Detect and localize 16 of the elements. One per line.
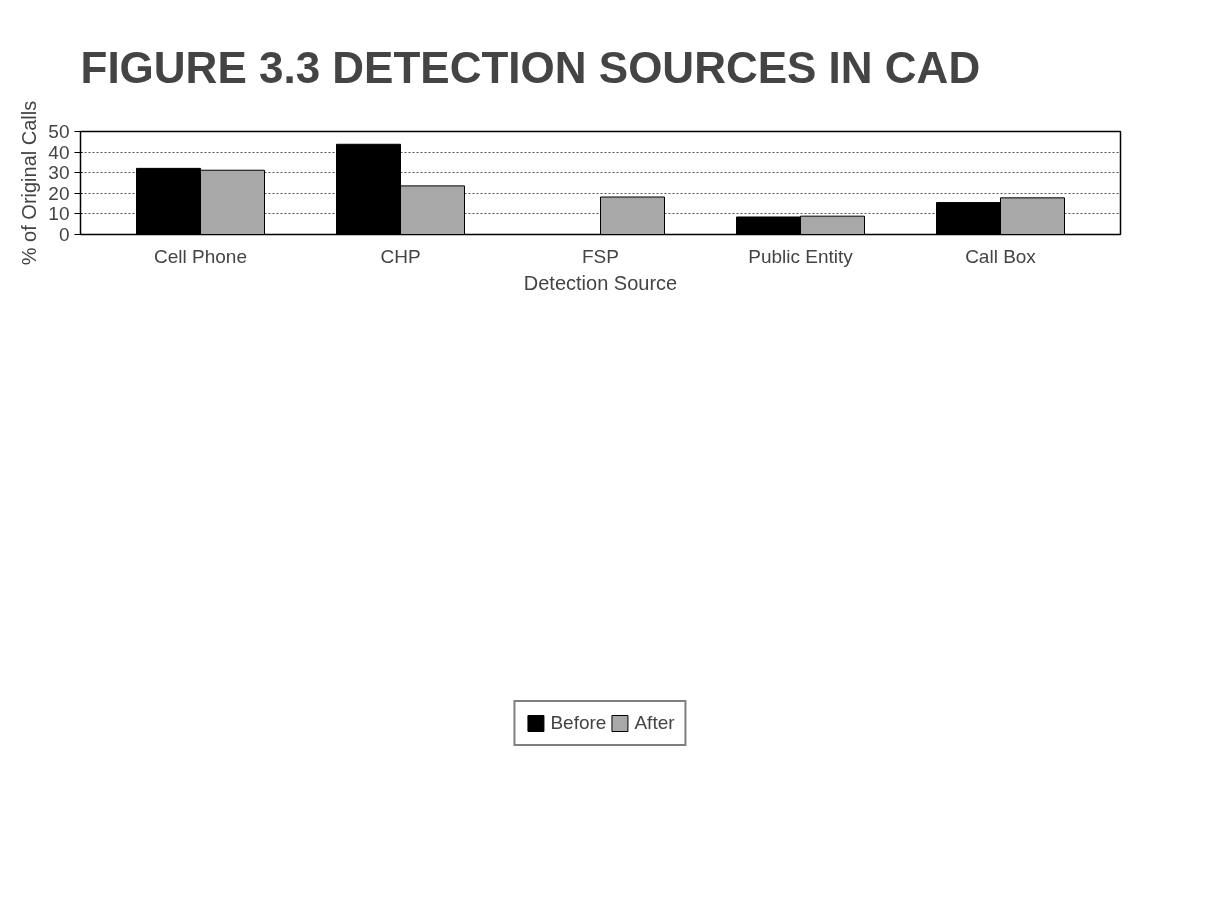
legend-label: After [634,711,675,734]
y-tick-label: 10 [48,203,70,225]
x-tick-label: FSP [582,245,619,267]
y-tick-label: 40 [48,141,70,163]
y-axis-title: % of Original Calls [18,100,41,266]
y-tick-label: 20 [48,182,70,204]
x-tick-label: Call Box [965,245,1037,267]
x-tick-label: Public Entity [748,245,854,267]
y-tick-label: 50 [48,121,70,142]
x-tick-label: Cell Phone [154,245,247,267]
y-tick-label: 30 [48,162,70,184]
legend-label: Before [550,711,607,734]
x-axis-title: Detection Source [523,271,678,294]
x-tick-label: CHP [380,245,421,267]
chart-title: FIGURE 3.3 DETECTION SOURCES IN CAD [80,42,981,92]
y-tick-label: 0 [58,224,70,245]
